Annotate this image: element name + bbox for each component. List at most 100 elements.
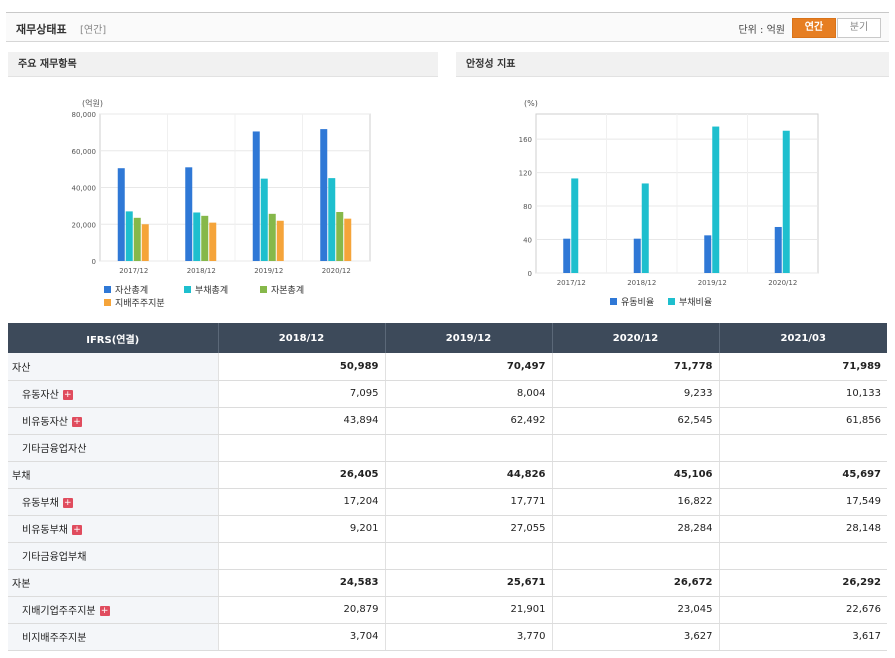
table-cell (384, 434, 552, 462)
bar (260, 178, 268, 261)
table-cell: 25,671 (384, 569, 552, 597)
bar (641, 183, 649, 273)
bar (141, 224, 149, 261)
y-axis-unit-label: (%) (524, 99, 538, 108)
bar (133, 217, 141, 261)
table-cell: 71,778 (551, 353, 719, 381)
row-label[interactable]: 비유동자산 + (8, 407, 218, 435)
tab-quarter[interactable]: 분기 (837, 18, 881, 38)
x-tick-label: 2018/12 (627, 279, 656, 287)
table-cell: 28,284 (551, 515, 719, 543)
bar (185, 167, 193, 261)
bar (117, 168, 125, 261)
row-label-text: 유동자산 (22, 390, 59, 401)
table-cell: 26,292 (718, 569, 887, 597)
table-header-row: IFRS(연결) 2018/12 2019/12 2020/12 2021/03 (8, 323, 887, 353)
row-label: 기타금융업자산 (8, 434, 218, 462)
unit-label: 단위 : 억원 (738, 25, 785, 36)
legend-label: 자산총계 (115, 284, 148, 296)
table-cell (551, 434, 719, 462)
table-cell: 3,770 (384, 623, 552, 651)
table-cell: 62,545 (551, 407, 719, 435)
table-cell: 3,627 (551, 623, 719, 651)
row-label[interactable]: 유동자산 + (8, 380, 218, 408)
bar (774, 226, 782, 273)
table-cell: 8,004 (384, 380, 552, 408)
row-label-text: 기타금융업자산 (22, 444, 87, 455)
x-tick-label: 2020/12 (768, 279, 797, 287)
table-cell: 16,822 (551, 488, 719, 516)
table-cell: 17,204 (217, 488, 385, 516)
table-cell: 3,704 (217, 623, 385, 651)
page-title: 재무상태표 (16, 23, 67, 36)
column-header: 2019/12 (384, 323, 552, 353)
legend-swatch (184, 286, 191, 293)
table-cell: 22,676 (718, 596, 887, 624)
bar (209, 222, 217, 261)
y-tick-label: 160 (519, 136, 532, 144)
table-cell (217, 434, 385, 462)
table-cell: 9,201 (217, 515, 385, 543)
table-cell (384, 542, 552, 570)
bar (344, 218, 352, 261)
row-label: 비지배주주지분 (8, 623, 218, 651)
main-items-chart: (억원) 80,000 60,000 40,000 20,000 0 2017/12 2018… (72, 98, 371, 309)
period-subtitle: [연간] (80, 25, 107, 36)
table-cell: 17,771 (384, 488, 552, 516)
column-header: IFRS(연결) (8, 323, 218, 353)
column-header: 2018/12 (217, 323, 385, 353)
plus-icon[interactable]: + (99, 606, 110, 616)
row-label[interactable]: 비유동부채 + (8, 515, 218, 543)
plus-icon[interactable]: + (72, 525, 82, 535)
y-tick-label: 0 (92, 258, 96, 266)
row-label-text: 지배기업주주지분 (22, 606, 96, 617)
row-label-text: 기타금융업부채 (22, 552, 87, 563)
row-label-text: 자산 (12, 362, 31, 374)
table-row: 유동자산 +7,095 8,004 9,233 10,133 (8, 380, 887, 408)
table-cell: 10,133 (718, 380, 887, 408)
y-tick-label: 60,000 (72, 148, 97, 156)
bar (328, 178, 336, 261)
stability-chart: (%) 160 120 80 40 0 2017/12 2018/12 2019/12 2020/… (519, 99, 819, 308)
table-cell: 9,233 (551, 380, 719, 408)
table-cell: 17,549 (718, 488, 887, 516)
column-header: 2020/12 (551, 323, 719, 353)
bar (571, 178, 579, 273)
table-cell: 44,826 (384, 461, 552, 489)
table-row: 부채 26,405 44,826 45,106 45,697 (8, 461, 887, 489)
table-cell: 26,672 (551, 569, 719, 597)
bar (276, 220, 284, 261)
table-row: 자본 24,583 25,671 26,672 26,292 (8, 569, 887, 597)
table-cell: 62,492 (384, 407, 552, 435)
row-label[interactable]: 지배기업주주지분 + (8, 596, 218, 624)
tab-annual[interactable]: 연간 (792, 18, 836, 38)
table-cell: 7,095 (217, 380, 385, 408)
bar (563, 238, 571, 273)
bar (782, 130, 790, 273)
row-label: 자산 (8, 353, 218, 381)
table-cell: 45,106 (551, 461, 719, 489)
x-tick-label: 2017/12 (119, 267, 148, 275)
table-cell: 45,697 (718, 461, 887, 489)
legend-swatch (668, 298, 675, 305)
table-row: 지배기업주주지분 +20,879 21,901 23,045 22,676 (8, 596, 887, 624)
table-cell (718, 434, 887, 462)
bar (268, 213, 276, 261)
plus-icon[interactable]: + (72, 417, 82, 427)
row-label[interactable]: 유동부채 + (8, 488, 218, 516)
balance-sheet-table: IFRS(연결) 2018/12 2019/12 2020/12 2021/03… (8, 323, 887, 651)
y-tick-label: 0 (528, 270, 532, 278)
table-cell: 3,617 (718, 623, 887, 651)
table-cell (551, 542, 719, 570)
plus-icon[interactable]: + (62, 390, 73, 400)
row-label-text: 유동부채 (22, 498, 59, 509)
stability-chart-panel: 안정성 지표 (%) 160 120 80 40 0 2017/12 2018/12 2019/… (456, 52, 889, 320)
bar (320, 129, 328, 261)
row-label-text: 자본 (12, 579, 31, 590)
table-cell: 71,989 (718, 353, 887, 381)
plus-icon[interactable]: + (62, 498, 73, 508)
table-cell: 27,055 (384, 515, 552, 543)
y-tick-label: 40,000 (72, 185, 97, 193)
legend-label: 부채총계 (195, 284, 228, 296)
row-label-text: 비지배주주지분 (22, 633, 87, 644)
